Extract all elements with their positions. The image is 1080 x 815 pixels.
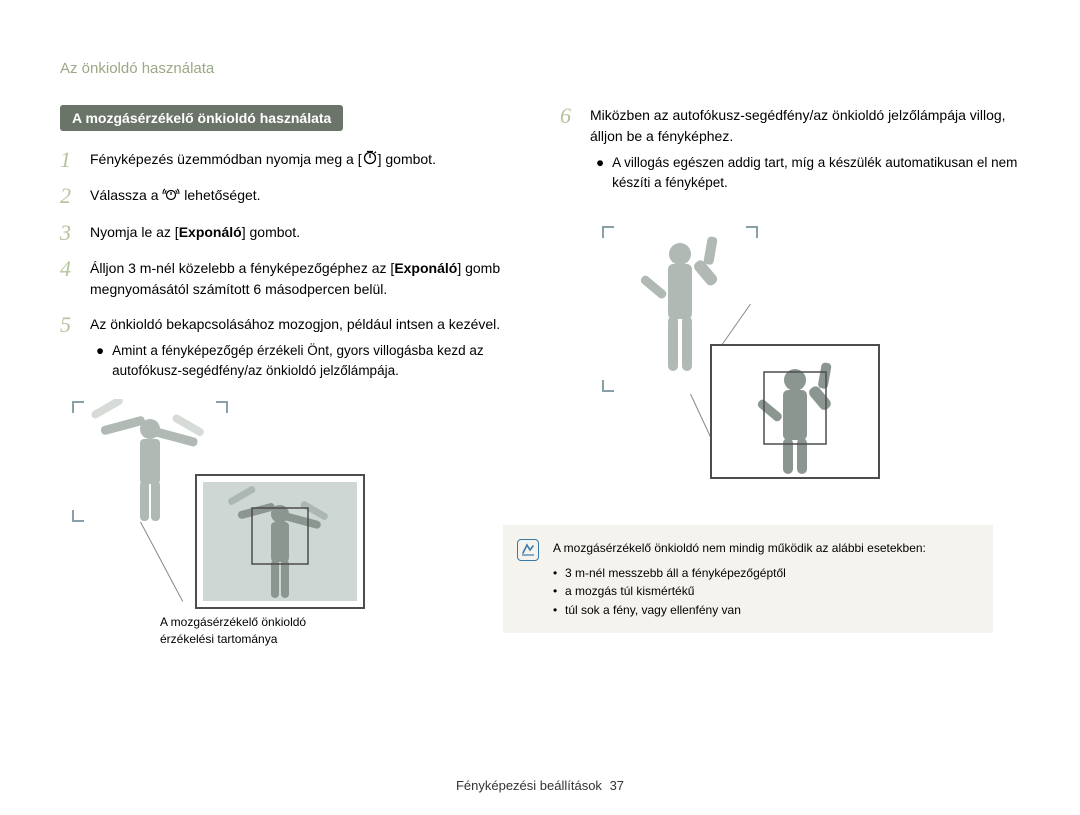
bullet-dot: ●	[596, 153, 604, 194]
note-lead-text: A mozgásérzékelő önkioldó nem mindig műk…	[553, 539, 979, 558]
note-box: A mozgásérzékelő önkioldó nem mindig műk…	[503, 525, 993, 633]
frame-corner	[602, 226, 614, 238]
step-text: ] gombot.	[378, 151, 436, 167]
step-text: Fényképezés üzemmódban nyomja meg a [	[90, 151, 362, 167]
pose-figure	[560, 224, 1020, 484]
step-2: 2 Válassza a lehetőséget.	[60, 185, 520, 207]
timer-icon	[362, 149, 378, 171]
note-icon	[517, 539, 539, 561]
step-sub-bullet: ● A villogás egészen addig tart, míg a k…	[596, 153, 1020, 194]
frame-corner	[746, 226, 758, 238]
step-text: Az önkioldó bekapcsolásához mozogjon, pé…	[90, 316, 500, 332]
footer-page-number: 37	[610, 778, 624, 793]
caption-line: A mozgásérzékelő önkioldó	[160, 615, 306, 629]
footer-label: Fényképezési beállítások	[456, 778, 602, 793]
step-number: 4	[60, 258, 78, 300]
step-text: Nyomja le az [	[90, 224, 179, 240]
breadcrumb: Az önkioldó használata	[60, 60, 1020, 77]
step-number: 3	[60, 222, 78, 244]
figure-caption: A mozgásérzékelő önkioldó érzékelési tar…	[160, 614, 306, 648]
step-text: lehetőséget.	[180, 187, 260, 203]
step-sub-bullet: ● Amint a fényképezőgép érzékeli Önt, gy…	[96, 341, 520, 382]
page-footer: Fényképezési beállítások 37	[0, 778, 1080, 793]
step-number: 1	[60, 149, 78, 171]
detection-range-figure: A mozgásérzékelő önkioldó érzékelési tar…	[60, 399, 520, 659]
step-6: 6 Miközben az autofókusz-segédfény/az ön…	[560, 105, 1020, 194]
step-text: Válassza a	[90, 187, 162, 203]
step-1: 1 Fényképezés üzemmódban nyomja meg a []…	[60, 149, 520, 171]
step-text: Álljon 3 m-nél közelebb a fényképezőgéph…	[90, 260, 394, 276]
left-column: A mozgásérzékelő önkioldó használata 1 F…	[60, 105, 520, 659]
step-number: 5	[60, 314, 78, 382]
step-4: 4 Álljon 3 m-nél közelebb a fényképezőgé…	[60, 258, 520, 300]
step-text: ] gombot.	[242, 224, 300, 240]
figure-connector-line	[140, 522, 183, 602]
step-text-bold: Exponáló	[179, 224, 242, 240]
step-number: 2	[60, 185, 78, 207]
step-text: Miközben az autofókusz-segédfény/az önki…	[590, 107, 1006, 144]
note-list-item: túl sok a fény, vagy ellenfény van	[553, 601, 979, 620]
step-sub-text: Amint a fényképezőgép érzékeli Önt, gyor…	[112, 341, 520, 382]
note-list-item: 3 m-nél messzebb áll a fényképezőgéptől	[553, 564, 979, 583]
caption-line: érzékelési tartománya	[160, 632, 277, 646]
frame-corner	[72, 401, 84, 413]
step-sub-text: A villogás egészen addig tart, míg a kés…	[612, 153, 1020, 194]
motion-timer-icon	[162, 186, 180, 208]
figure-camera-view	[710, 344, 880, 479]
figure-camera-view	[195, 474, 365, 609]
step-5: 5 Az önkioldó bekapcsolásához mozogjon, …	[60, 314, 520, 382]
step-number: 6	[560, 105, 578, 194]
frame-corner	[216, 401, 228, 413]
step-3: 3 Nyomja le az [Exponáló] gombot.	[60, 222, 520, 244]
bullet-dot: ●	[96, 341, 104, 382]
frame-corner	[72, 510, 84, 522]
step-text-bold: Exponáló	[394, 260, 457, 276]
note-list-item: a mozgás túl kismértékű	[553, 582, 979, 601]
section-title-pill: A mozgásérzékelő önkioldó használata	[60, 105, 343, 131]
frame-corner	[602, 380, 614, 392]
